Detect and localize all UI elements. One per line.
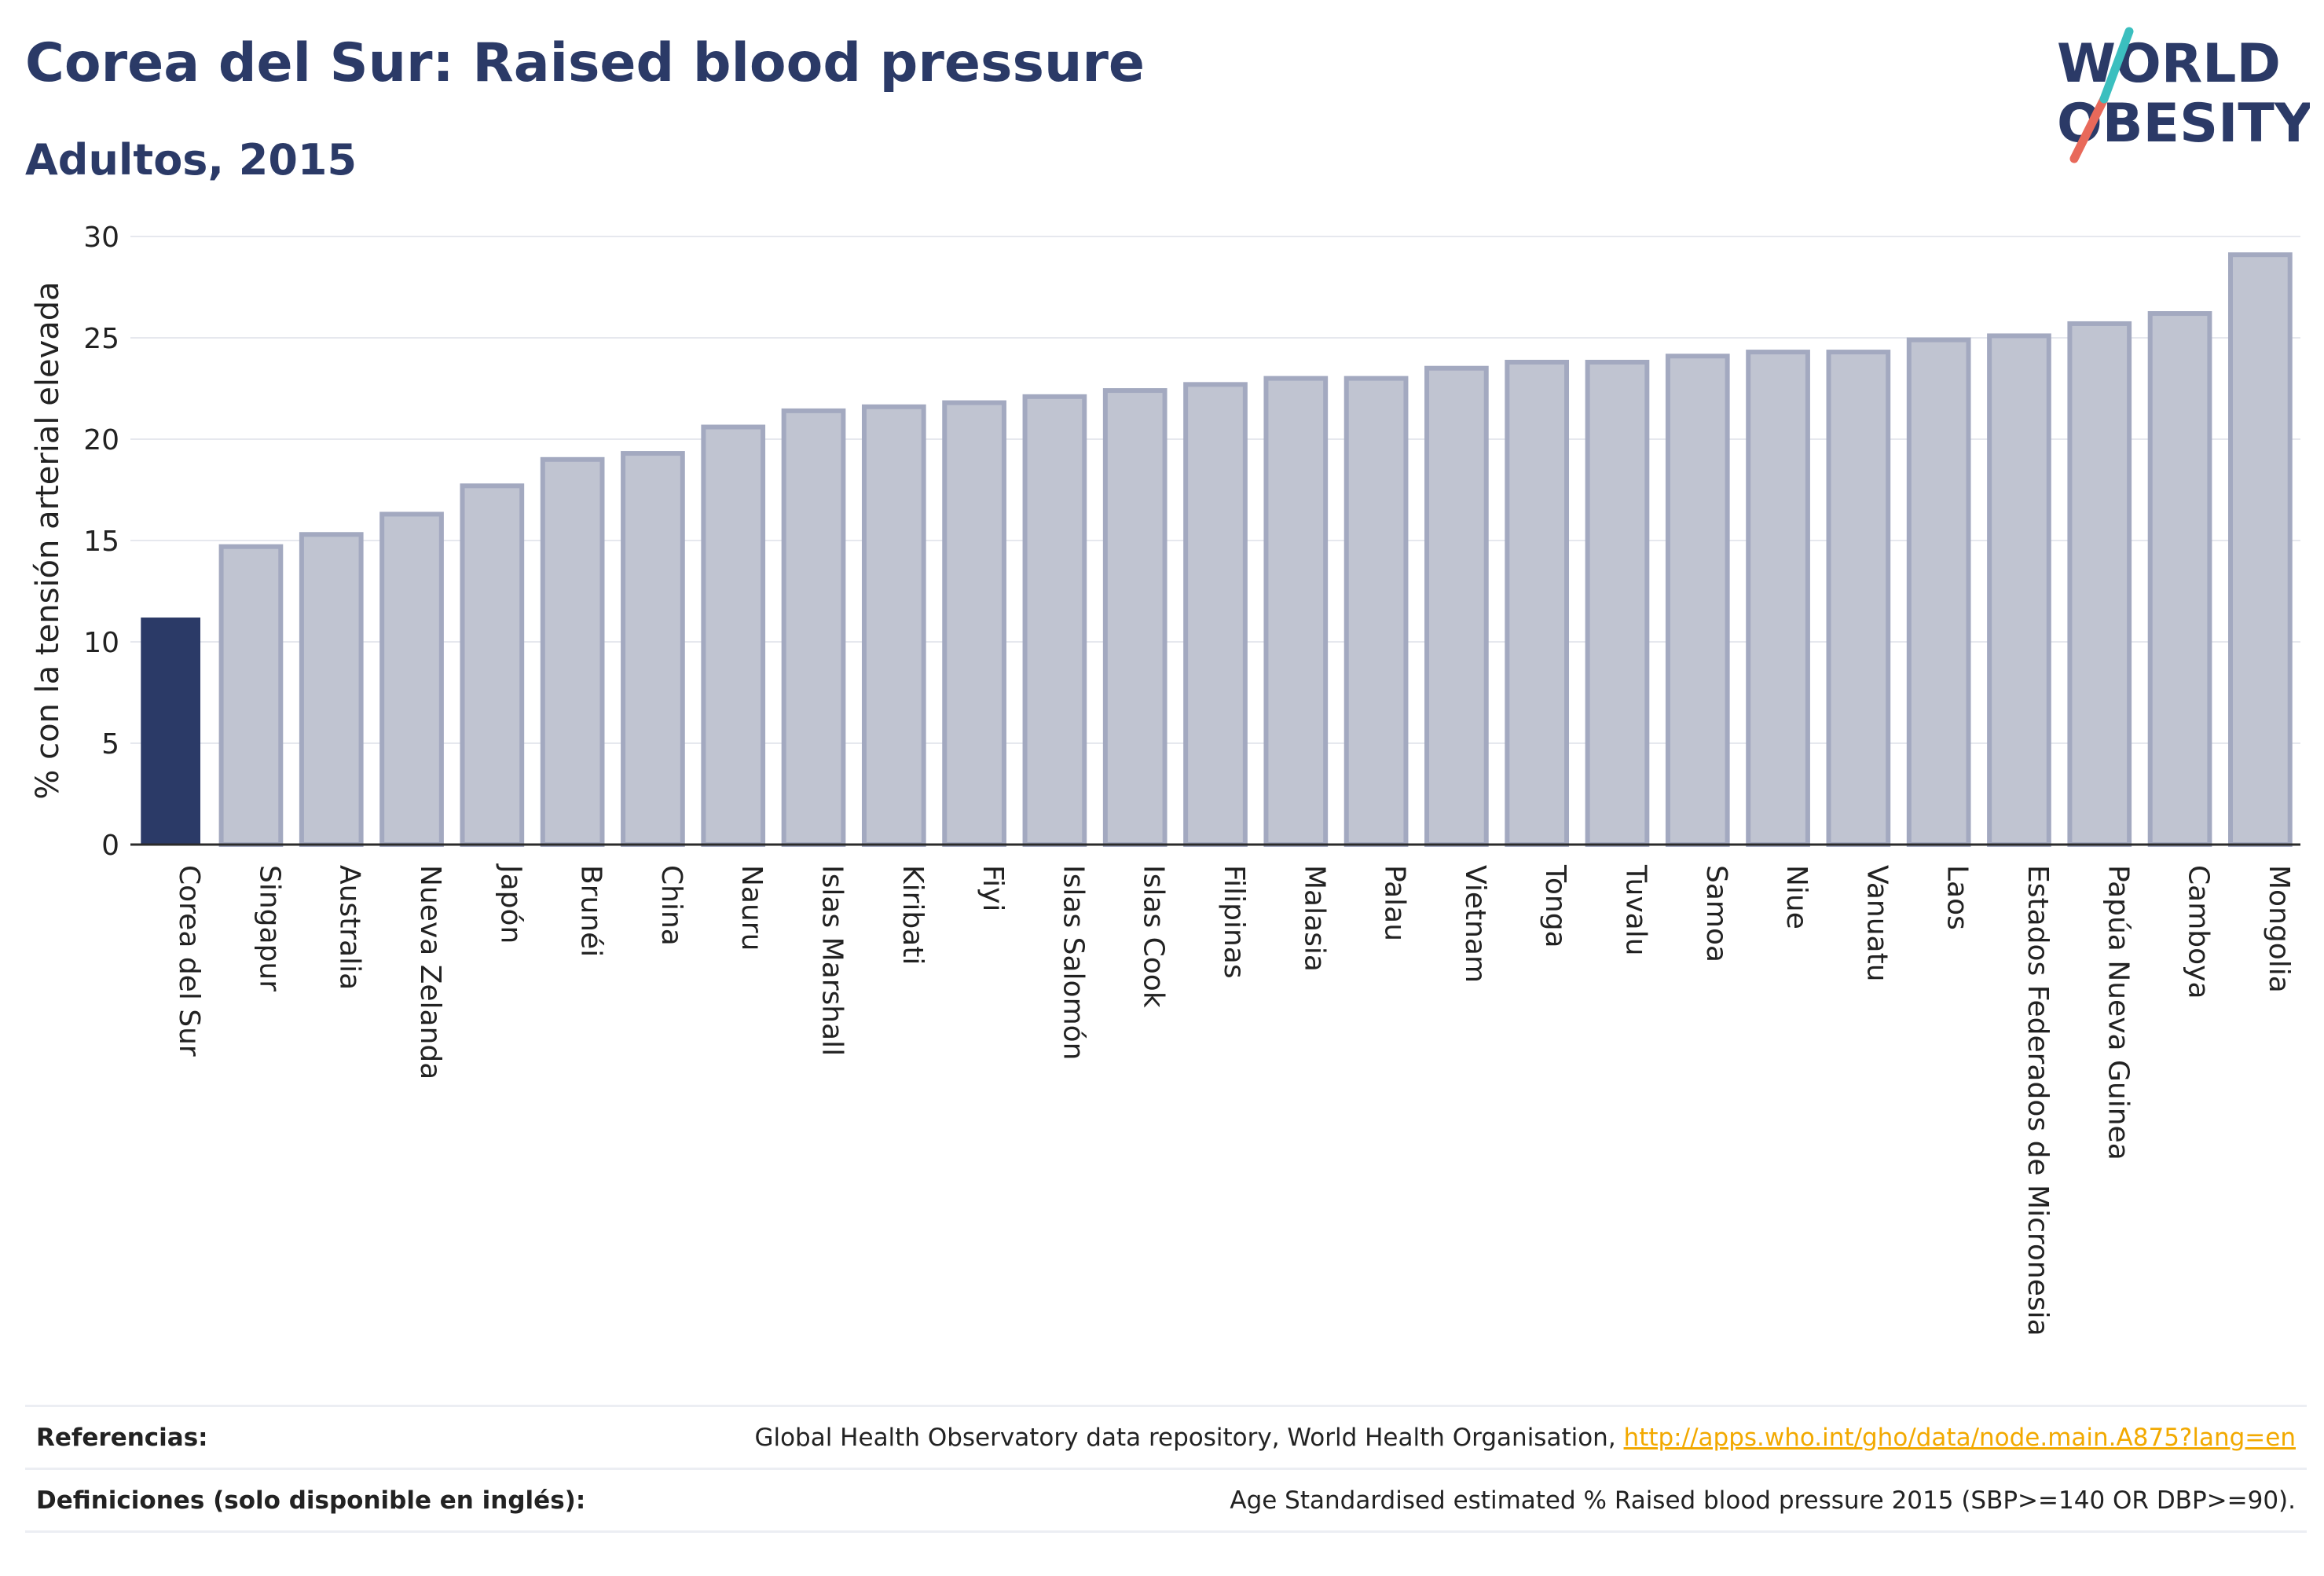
bar-chart: 0 5 10 15 20 25 30 Corea del Sur Singapur Austra…: [30, 222, 2300, 1336]
x-tick-label: Niue: [1780, 865, 1813, 929]
x-tick-label: Corea del Sur: [173, 865, 205, 1057]
bar: [1665, 354, 1730, 848]
references-link[interactable]: http://apps.who.int/gho/data/node.main.A…: [1623, 1423, 2296, 1452]
bar: [299, 532, 364, 847]
definitions-row: Definiciones (solo disponible en inglés)…: [25, 1468, 2307, 1530]
y-tick-label: 25: [83, 323, 119, 355]
bar: [218, 544, 284, 847]
x-tick-label: Malasia: [1298, 865, 1330, 972]
bar: [540, 456, 605, 847]
references-row: Referencias: Global Health Observatory d…: [25, 1405, 2307, 1468]
x-tick-label: Kiribati: [896, 865, 929, 965]
bar: [460, 483, 525, 848]
y-tick-label: 0: [101, 830, 119, 862]
bar: [379, 511, 444, 848]
bar: [2147, 311, 2212, 848]
x-tick-label: Fiyi: [977, 865, 1009, 911]
y-tick-label: 30: [83, 222, 119, 254]
y-tick-label: 15: [83, 526, 119, 558]
x-tick-label: Filipinas: [1218, 865, 1250, 979]
x-tick-label: Japón: [494, 863, 526, 944]
bar: [1022, 394, 1087, 847]
logo-slash-red: [2069, 94, 2109, 163]
x-tick-label: Papúa Nueva Guinea: [2102, 865, 2134, 1160]
x-tick-label: Islas Salomón: [1057, 865, 1089, 1060]
y-tick-label: 20: [83, 424, 119, 456]
x-tick-label: Nueva Zelanda: [414, 865, 446, 1079]
x-tick-label: Vietnam: [1459, 865, 1491, 983]
bar: [2228, 252, 2293, 848]
x-tick-label: Tuvalu: [1619, 864, 1651, 956]
bar: [1263, 376, 1329, 848]
bar: [2067, 321, 2132, 847]
x-tick-label: Nauru: [735, 865, 768, 951]
x-tick-label: Palau: [1379, 865, 1411, 941]
chart-title: Corea del Sur: Raised blood pressure: [25, 32, 1146, 94]
x-tick-label: Tonga: [1539, 864, 1571, 948]
world-obesity-logo: WORLD OBESITY: [2057, 27, 2310, 163]
bar: [621, 451, 685, 847]
x-tick-label: Islas Cook: [1138, 865, 1170, 1008]
bar: [1183, 382, 1248, 847]
y-axis-label: % con la tensión arterial elevada: [30, 281, 66, 799]
x-tick-label: Samoa: [1700, 865, 1732, 962]
x-tick-label: Vanuatu: [1860, 865, 1893, 982]
x-tick-label: Laos: [1941, 865, 1974, 930]
x-tick-label: Camboya: [2183, 865, 2215, 999]
references-text: Global Health Observatory data repositor…: [754, 1423, 1616, 1452]
bar: [1746, 350, 1810, 847]
bar: [1987, 333, 2051, 848]
bar: [141, 618, 200, 845]
references-label: Referencias:: [36, 1423, 208, 1452]
bar: [1826, 350, 1891, 847]
x-tick-label: Mongolia: [2263, 865, 2295, 993]
y-tick-labels: 0 5 10 15 20 25 30: [83, 222, 119, 862]
bar: [701, 424, 766, 847]
bar: [1343, 376, 1409, 848]
chart-subtitle: Adultos, 2015: [25, 135, 357, 185]
definitions-label: Definiciones (solo disponible en inglés)…: [36, 1486, 586, 1515]
bar: [1424, 365, 1489, 847]
x-tick-label: Singapur: [253, 865, 285, 991]
bar: [1505, 359, 1570, 847]
y-tick-label: 10: [83, 627, 119, 659]
logo-line-1: WORLD: [2057, 33, 2281, 95]
x-tick-label: Estados Federados de Micronesia: [2022, 865, 2054, 1336]
logo-slash-teal: [2099, 27, 2134, 104]
x-tick-labels: Corea del Sur Singapur Australia Nueva Zela…: [173, 863, 2295, 1336]
x-tick-label: Islas Marshall: [816, 865, 849, 1056]
bars: [141, 252, 2293, 848]
bar: [1102, 388, 1167, 847]
x-tick-label: China: [655, 865, 687, 946]
footer-divider: [25, 1530, 2307, 1533]
x-tick-label: Australia: [334, 865, 366, 990]
footer: Referencias: Global Health Observatory d…: [25, 1405, 2307, 1538]
bar: [781, 408, 846, 847]
bar: [861, 404, 926, 847]
y-tick-label: 5: [101, 728, 119, 761]
bar: [1585, 359, 1650, 847]
references-value: Global Health Observatory data repositor…: [754, 1424, 2296, 1452]
x-tick-label: Brunéi: [575, 865, 607, 957]
bar: [1906, 337, 1971, 847]
definitions-value: Age Standardised estimated % Raised bloo…: [1230, 1486, 2296, 1515]
bar: [942, 400, 1006, 847]
